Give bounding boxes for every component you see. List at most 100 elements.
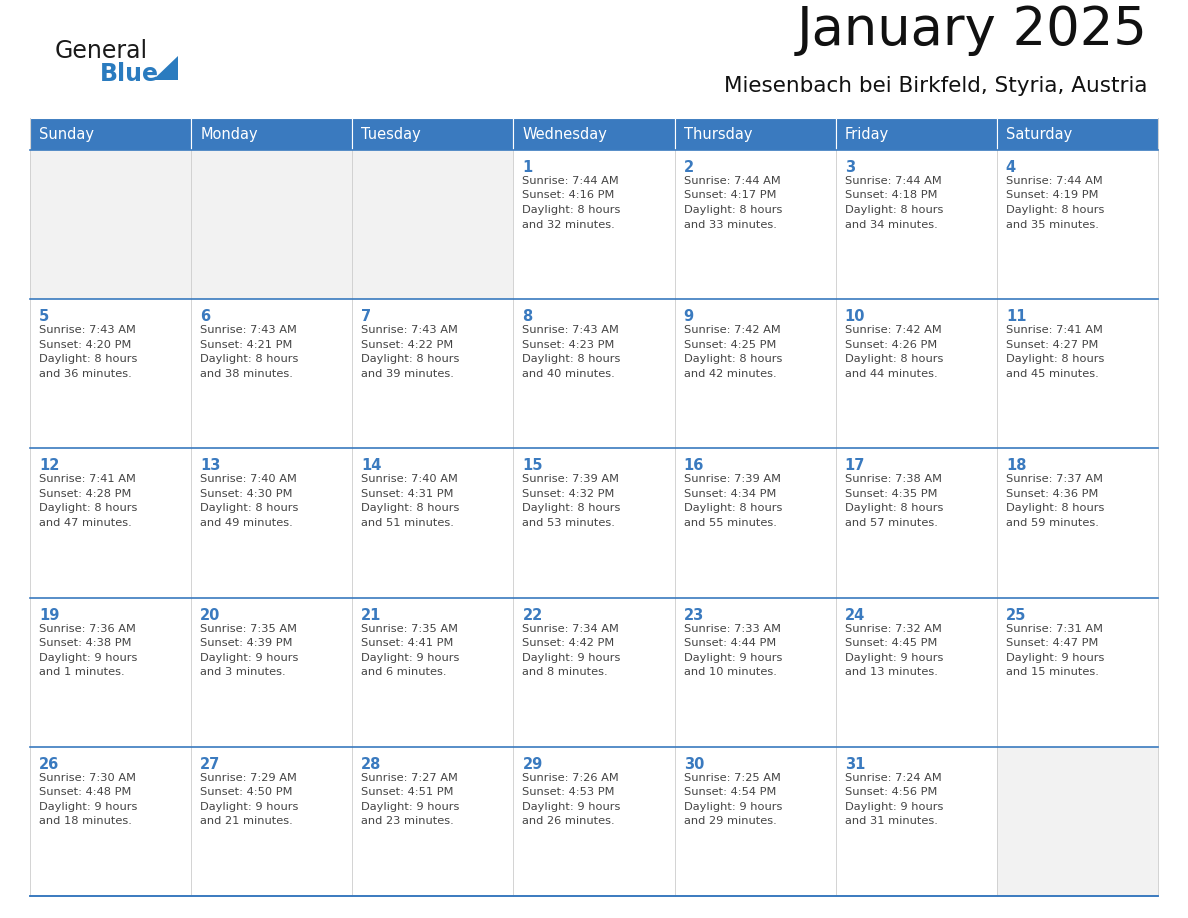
Text: Sunrise: 7:38 AM: Sunrise: 7:38 AM — [845, 475, 942, 485]
Text: 15: 15 — [523, 458, 543, 474]
Text: Sunrise: 7:39 AM: Sunrise: 7:39 AM — [523, 475, 619, 485]
Text: Sunset: 4:44 PM: Sunset: 4:44 PM — [683, 638, 776, 648]
Text: Daylight: 8 hours: Daylight: 8 hours — [361, 503, 460, 513]
Text: Daylight: 9 hours: Daylight: 9 hours — [845, 653, 943, 663]
Bar — [997, 299, 1158, 448]
Text: Sunrise: 7:32 AM: Sunrise: 7:32 AM — [845, 623, 942, 633]
Text: Wednesday: Wednesday — [523, 127, 607, 141]
Text: 12: 12 — [39, 458, 59, 474]
Text: Daylight: 9 hours: Daylight: 9 hours — [39, 653, 138, 663]
Text: Sunrise: 7:34 AM: Sunrise: 7:34 AM — [523, 623, 619, 633]
Bar — [997, 598, 1158, 747]
Text: 31: 31 — [845, 756, 865, 772]
Text: Sunrise: 7:43 AM: Sunrise: 7:43 AM — [523, 325, 619, 335]
Text: Sunset: 4:18 PM: Sunset: 4:18 PM — [845, 191, 937, 200]
Bar — [997, 448, 1158, 598]
Text: and 49 minutes.: and 49 minutes. — [200, 518, 293, 528]
Text: Sunset: 4:50 PM: Sunset: 4:50 PM — [200, 788, 292, 798]
Text: Daylight: 8 hours: Daylight: 8 hours — [845, 205, 943, 215]
Text: Sunrise: 7:24 AM: Sunrise: 7:24 AM — [845, 773, 941, 783]
Text: 26: 26 — [39, 756, 59, 772]
Text: Daylight: 9 hours: Daylight: 9 hours — [200, 653, 298, 663]
Text: Miesenbach bei Birkfeld, Styria, Austria: Miesenbach bei Birkfeld, Styria, Austria — [725, 76, 1148, 96]
Text: Sunset: 4:36 PM: Sunset: 4:36 PM — [1006, 489, 1098, 498]
Bar — [353, 448, 513, 598]
Bar — [997, 150, 1158, 299]
Text: and 23 minutes.: and 23 minutes. — [361, 816, 454, 826]
Text: Daylight: 9 hours: Daylight: 9 hours — [200, 801, 298, 812]
Text: 1: 1 — [523, 160, 532, 175]
Text: Sunset: 4:28 PM: Sunset: 4:28 PM — [39, 489, 132, 498]
Text: 16: 16 — [683, 458, 704, 474]
Text: 25: 25 — [1006, 608, 1026, 622]
Bar — [353, 598, 513, 747]
Text: Sunrise: 7:35 AM: Sunrise: 7:35 AM — [361, 623, 459, 633]
Bar — [835, 448, 997, 598]
Text: Daylight: 8 hours: Daylight: 8 hours — [39, 354, 138, 364]
Text: Sunrise: 7:42 AM: Sunrise: 7:42 AM — [683, 325, 781, 335]
Text: Sunrise: 7:25 AM: Sunrise: 7:25 AM — [683, 773, 781, 783]
Text: Sunrise: 7:31 AM: Sunrise: 7:31 AM — [1006, 623, 1102, 633]
Bar — [835, 598, 997, 747]
Text: and 26 minutes.: and 26 minutes. — [523, 816, 615, 826]
Bar — [997, 118, 1158, 150]
Text: and 45 minutes.: and 45 minutes. — [1006, 369, 1099, 379]
Text: Sunrise: 7:37 AM: Sunrise: 7:37 AM — [1006, 475, 1102, 485]
Text: Sunrise: 7:36 AM: Sunrise: 7:36 AM — [39, 623, 135, 633]
Text: Sunset: 4:26 PM: Sunset: 4:26 PM — [845, 340, 937, 350]
Text: Sunset: 4:20 PM: Sunset: 4:20 PM — [39, 340, 132, 350]
Text: Daylight: 8 hours: Daylight: 8 hours — [683, 205, 782, 215]
Text: Sunset: 4:25 PM: Sunset: 4:25 PM — [683, 340, 776, 350]
Text: Daylight: 8 hours: Daylight: 8 hours — [1006, 354, 1104, 364]
Text: Daylight: 9 hours: Daylight: 9 hours — [361, 801, 460, 812]
Text: Daylight: 8 hours: Daylight: 8 hours — [1006, 205, 1104, 215]
Bar — [513, 598, 675, 747]
Text: Sunrise: 7:42 AM: Sunrise: 7:42 AM — [845, 325, 941, 335]
Text: Sunset: 4:54 PM: Sunset: 4:54 PM — [683, 788, 776, 798]
Text: Sunset: 4:39 PM: Sunset: 4:39 PM — [200, 638, 292, 648]
Text: Daylight: 8 hours: Daylight: 8 hours — [523, 503, 621, 513]
Text: 13: 13 — [200, 458, 221, 474]
Text: Sunset: 4:35 PM: Sunset: 4:35 PM — [845, 489, 937, 498]
Text: 10: 10 — [845, 309, 865, 324]
Text: Daylight: 8 hours: Daylight: 8 hours — [523, 354, 621, 364]
Text: 11: 11 — [1006, 309, 1026, 324]
Text: 4: 4 — [1006, 160, 1016, 175]
Text: Sunrise: 7:30 AM: Sunrise: 7:30 AM — [39, 773, 135, 783]
Bar — [191, 150, 353, 299]
Text: Daylight: 8 hours: Daylight: 8 hours — [200, 354, 298, 364]
Text: Sunrise: 7:27 AM: Sunrise: 7:27 AM — [361, 773, 459, 783]
Text: 3: 3 — [845, 160, 855, 175]
Bar — [191, 448, 353, 598]
Text: and 53 minutes.: and 53 minutes. — [523, 518, 615, 528]
Text: Sunrise: 7:26 AM: Sunrise: 7:26 AM — [523, 773, 619, 783]
Text: Sunset: 4:16 PM: Sunset: 4:16 PM — [523, 191, 615, 200]
Text: 27: 27 — [200, 756, 221, 772]
Bar — [353, 299, 513, 448]
Text: Daylight: 8 hours: Daylight: 8 hours — [39, 503, 138, 513]
Bar — [353, 747, 513, 896]
Text: Sunrise: 7:44 AM: Sunrise: 7:44 AM — [1006, 176, 1102, 186]
Text: Sunset: 4:47 PM: Sunset: 4:47 PM — [1006, 638, 1098, 648]
Text: Sunrise: 7:44 AM: Sunrise: 7:44 AM — [683, 176, 781, 186]
Text: Sunrise: 7:41 AM: Sunrise: 7:41 AM — [1006, 325, 1102, 335]
Text: 29: 29 — [523, 756, 543, 772]
Text: and 44 minutes.: and 44 minutes. — [845, 369, 937, 379]
Text: and 40 minutes.: and 40 minutes. — [523, 369, 615, 379]
Text: General: General — [55, 39, 148, 63]
Text: 24: 24 — [845, 608, 865, 622]
Text: Daylight: 8 hours: Daylight: 8 hours — [1006, 503, 1104, 513]
Bar — [675, 598, 835, 747]
Text: and 35 minutes.: and 35 minutes. — [1006, 219, 1099, 230]
Bar — [191, 118, 353, 150]
Text: and 34 minutes.: and 34 minutes. — [845, 219, 937, 230]
Text: and 29 minutes.: and 29 minutes. — [683, 816, 776, 826]
Text: Monday: Monday — [200, 127, 258, 141]
Text: Sunrise: 7:39 AM: Sunrise: 7:39 AM — [683, 475, 781, 485]
Text: and 1 minutes.: and 1 minutes. — [39, 667, 125, 677]
Text: Sunday: Sunday — [39, 127, 94, 141]
Text: Daylight: 8 hours: Daylight: 8 hours — [845, 503, 943, 513]
Text: 30: 30 — [683, 756, 704, 772]
Text: and 21 minutes.: and 21 minutes. — [200, 816, 293, 826]
Text: Sunset: 4:51 PM: Sunset: 4:51 PM — [361, 788, 454, 798]
